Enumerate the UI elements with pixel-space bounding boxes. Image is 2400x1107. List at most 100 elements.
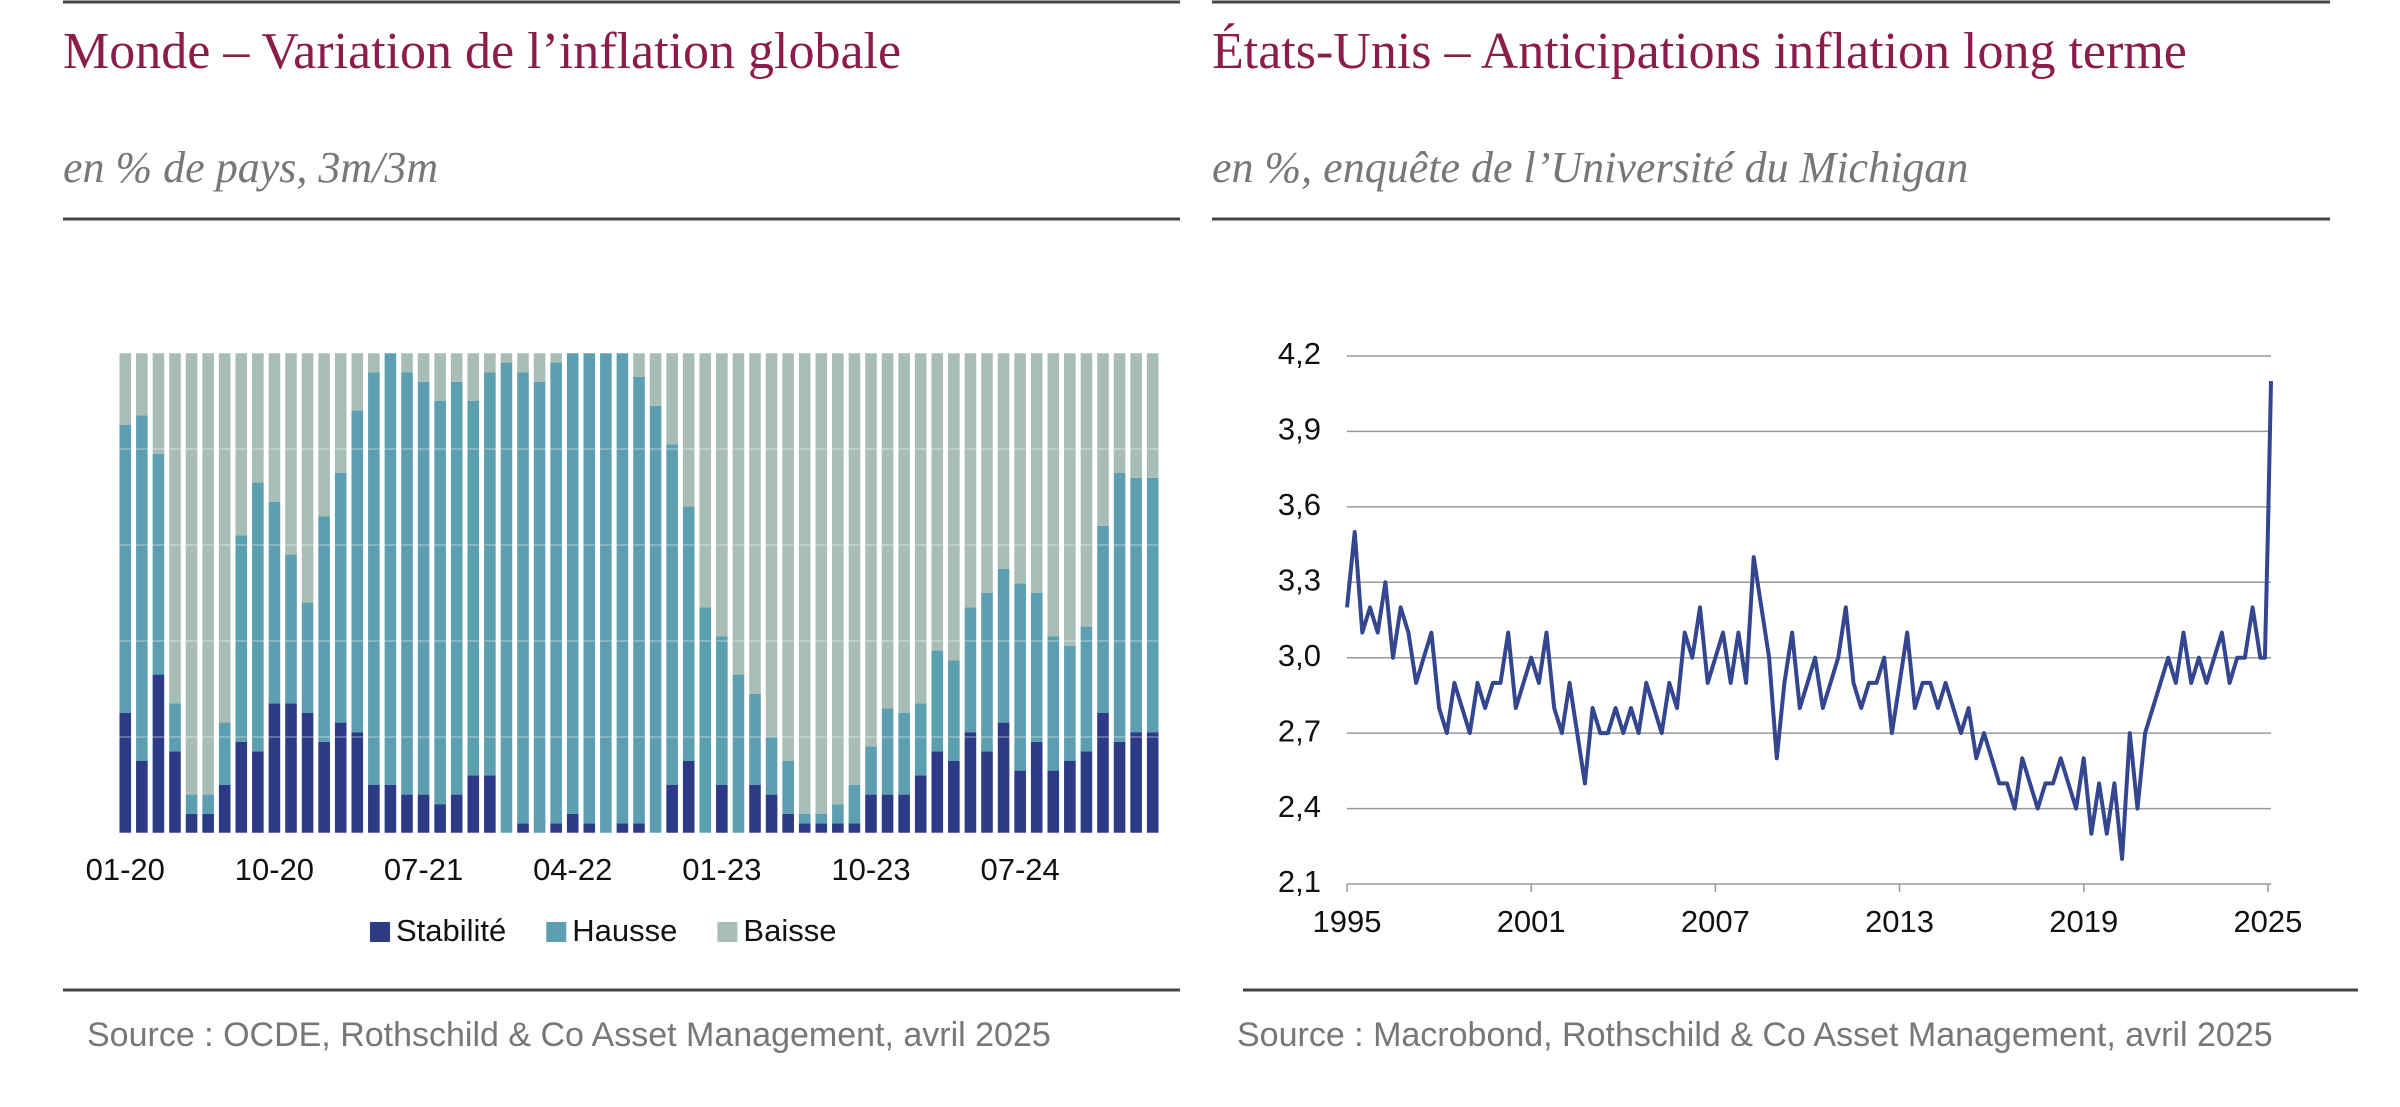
bar-segment [1097, 525, 1109, 713]
bar-segment [252, 353, 264, 483]
bar-segment [1047, 636, 1060, 771]
bar-segment [202, 794, 214, 814]
bar-segment [517, 353, 529, 373]
x-tick-label: 2019 [2049, 904, 2118, 939]
bar-segment [981, 751, 993, 833]
bar-segment [898, 353, 910, 713]
bar-segment [417, 381, 430, 795]
bar-segment [914, 703, 927, 776]
bar-segment [633, 823, 645, 833]
bar-segment [434, 804, 446, 833]
bar-segment [550, 353, 562, 363]
source: Source : OCDE, Rothschild & Co Asset Man… [87, 1016, 1051, 1054]
bar-segment [732, 353, 745, 675]
bar-segment [749, 353, 761, 694]
bar-segment [914, 353, 927, 704]
bar-segment [798, 823, 811, 833]
bar-segment [782, 813, 794, 833]
bar-segment [318, 353, 330, 517]
bar-segment [500, 362, 513, 833]
bar-segment [252, 751, 264, 833]
bar-segment [218, 785, 231, 833]
bar-segment [1030, 741, 1043, 833]
bar-segment [666, 444, 678, 785]
bar-segment [136, 761, 148, 833]
bar-segment [815, 813, 828, 824]
y-tick-label: 3,0 [1278, 638, 1321, 673]
bar-segment [848, 785, 861, 824]
x-tick-label: 10-23 [831, 852, 910, 887]
bar-segment [1097, 353, 1109, 526]
bar-segment [931, 751, 944, 833]
bar-segment [202, 813, 214, 833]
bar-segment [931, 353, 944, 651]
bar-segment [616, 823, 629, 833]
bar-segment [716, 785, 728, 833]
bar-segment [136, 353, 148, 416]
chart-subtitle: en % de pays, 3m/3m [63, 143, 438, 192]
bar-segment [152, 453, 165, 675]
x-tick-label: 10-20 [235, 852, 314, 887]
bar-segment [119, 353, 132, 425]
bar-segment [649, 353, 662, 406]
bar-segment [699, 607, 712, 833]
x-tick-label: 2001 [1497, 904, 1566, 939]
legend-label: Baisse [743, 913, 836, 948]
bar-segment [235, 353, 248, 536]
bar-segment [865, 794, 877, 833]
bar-segment [301, 602, 314, 713]
bar-segment [268, 703, 281, 833]
legend-swatch [717, 922, 738, 942]
bar-segment [484, 372, 496, 776]
bar-segment [417, 794, 430, 833]
bar-segment [533, 353, 546, 382]
bar-segment [682, 506, 695, 761]
bar-segment [268, 501, 281, 704]
bar-segment [1097, 713, 1109, 833]
x-tick-label: 01-20 [86, 852, 165, 887]
bar-segment [185, 794, 198, 814]
bar-segment [351, 732, 364, 833]
bar-segment [1014, 583, 1026, 771]
y-tick-label: 2,7 [1278, 713, 1321, 748]
x-tick-label: 07-21 [384, 852, 463, 887]
bar-segment [202, 353, 214, 795]
bar-segment [898, 794, 910, 833]
bar-segment [285, 703, 297, 833]
bar-segment [417, 353, 430, 382]
bar-segment [666, 353, 678, 445]
x-tick-label: 2025 [2233, 904, 2302, 939]
bar-segment [765, 737, 778, 795]
bar-segment [765, 353, 778, 737]
bar-segment [185, 353, 198, 795]
bar-segment [1080, 751, 1093, 833]
bar-segment [616, 353, 629, 824]
bar-segment [334, 722, 347, 833]
bar-segment [782, 761, 794, 814]
bar-segment [964, 607, 977, 733]
bar-segment [1064, 645, 1076, 761]
bar-segment [285, 554, 297, 704]
bar-segment [682, 761, 695, 833]
bar-segment [1047, 353, 1060, 637]
bar-segment [450, 353, 463, 382]
bar-segment [931, 650, 944, 752]
bar-segment [500, 353, 513, 363]
bar-segment [815, 353, 828, 814]
bar-segment [832, 804, 844, 824]
bar-segment [434, 401, 446, 805]
bar-segment [252, 482, 264, 752]
bar-segment [550, 823, 562, 833]
bar-segment [467, 401, 480, 776]
bar-segment [1064, 353, 1076, 646]
bar-segment [948, 660, 960, 761]
bar-segment [169, 703, 181, 752]
bar-segment [600, 353, 612, 833]
bar-segment [169, 353, 181, 704]
bar-segment [682, 353, 695, 507]
bar-segment [1047, 770, 1060, 833]
bar-segment [351, 410, 364, 733]
bar-segment [716, 636, 728, 785]
bar-segment [450, 794, 463, 833]
